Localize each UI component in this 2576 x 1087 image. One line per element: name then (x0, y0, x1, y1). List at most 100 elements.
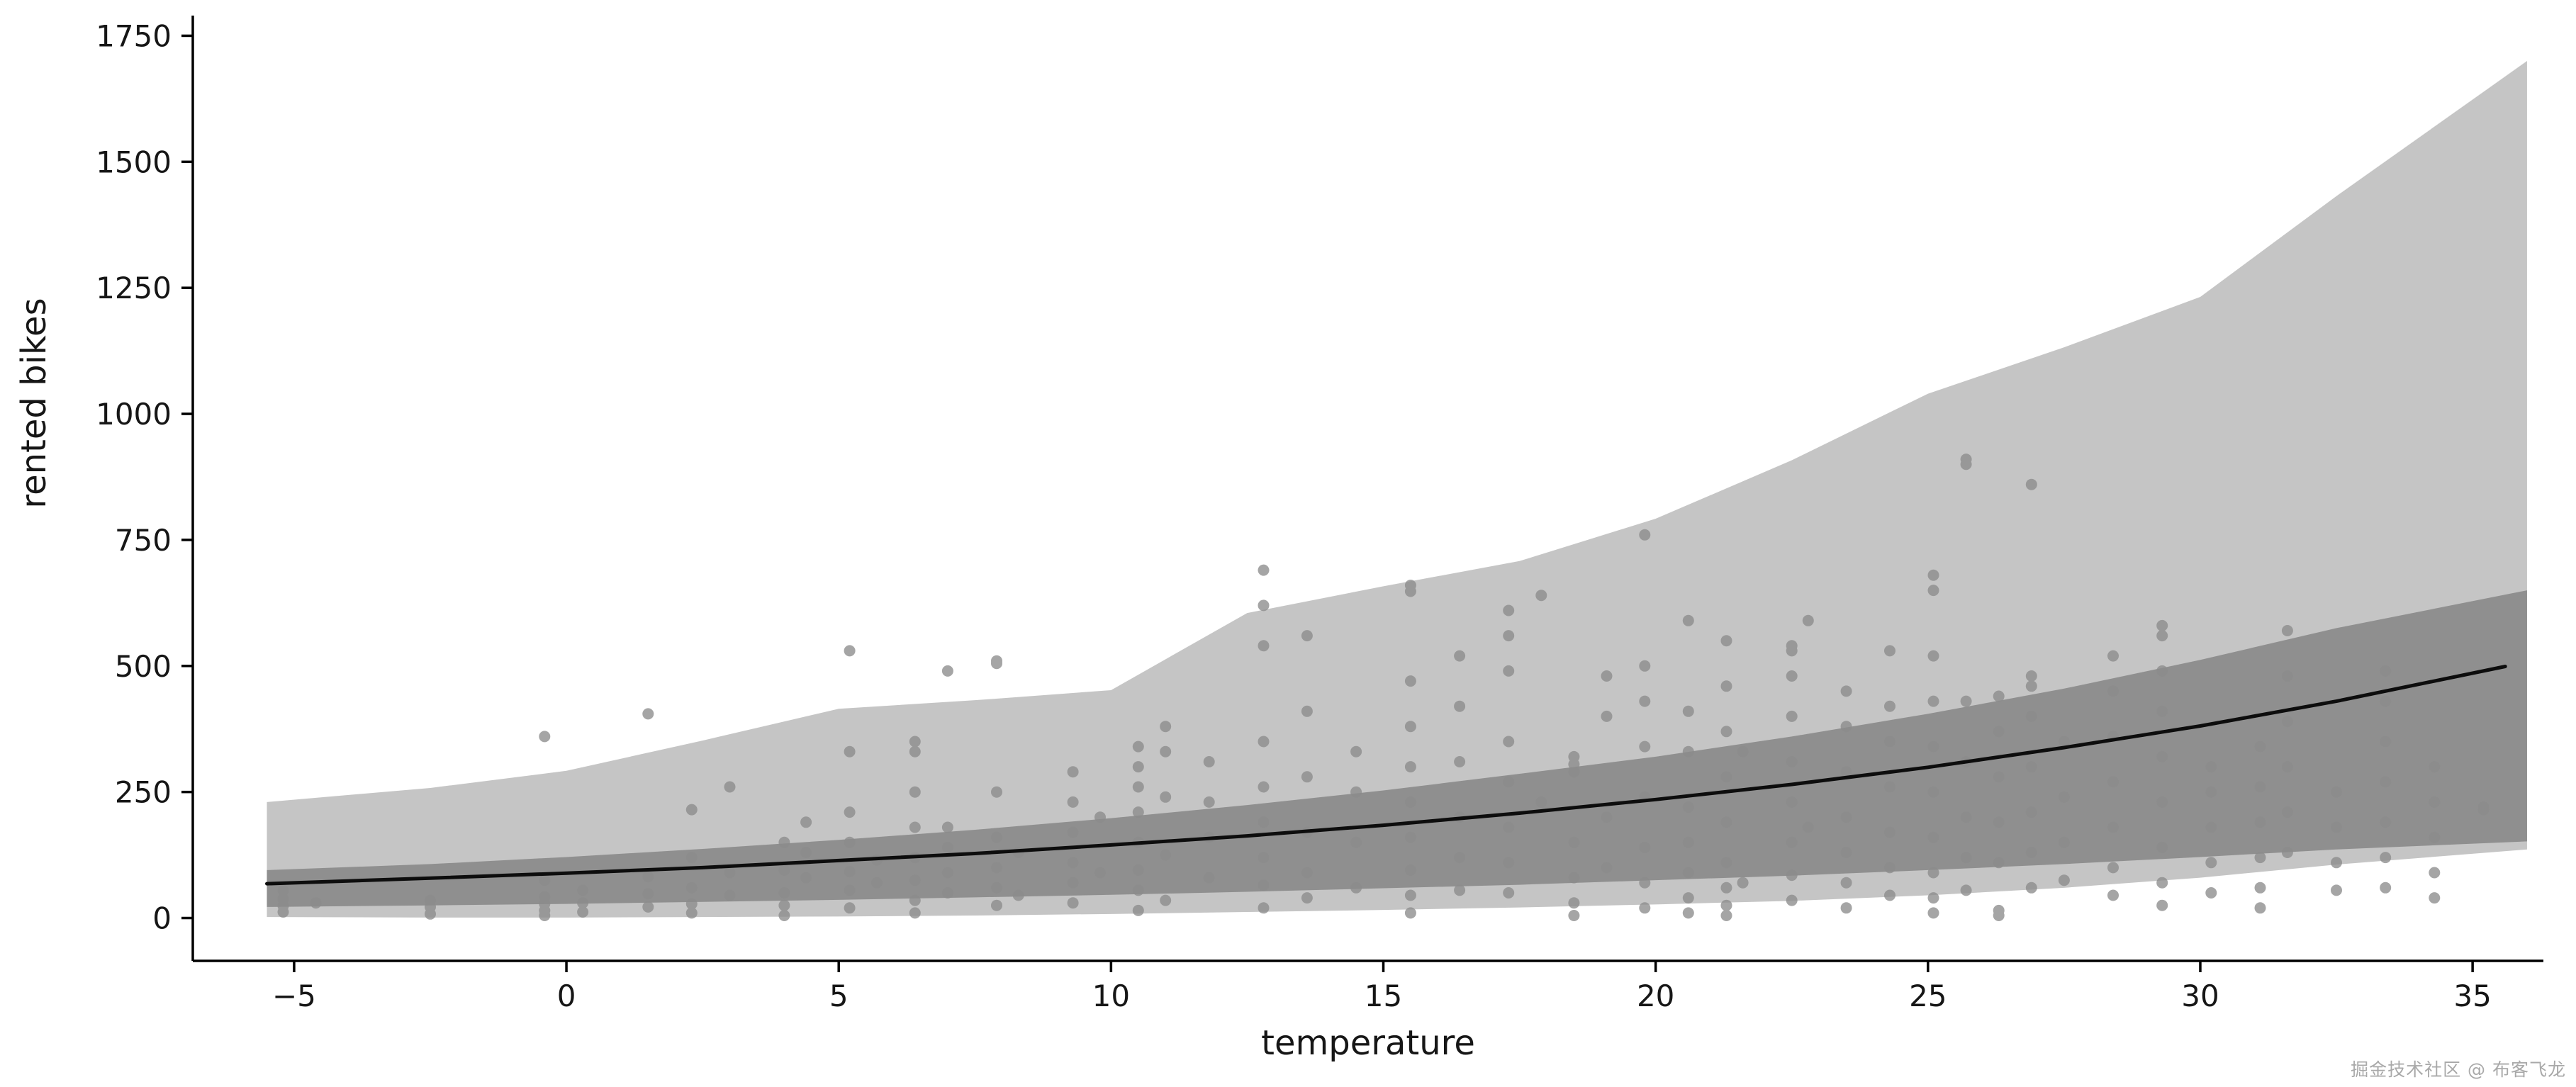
data-point (2107, 889, 2119, 901)
mean-regression-line (265, 665, 2507, 886)
y-tick-label: 1750 (96, 18, 172, 53)
data-point (2156, 796, 2168, 808)
x-tick-label: 35 (2453, 979, 2491, 1013)
data-point (909, 745, 921, 757)
data-point (1568, 872, 1580, 884)
y-tick-label: 750 (115, 523, 172, 558)
data-point (1258, 852, 1270, 864)
data-point (1203, 756, 1215, 767)
data-point (1301, 867, 1313, 879)
data-point (1993, 816, 2005, 828)
data-point (1404, 889, 1416, 901)
data-point (844, 745, 856, 757)
data-point (2025, 847, 2037, 858)
data-point (1258, 599, 1270, 612)
data-point (2429, 761, 2441, 773)
data-point (1568, 836, 1580, 848)
data-point (2380, 816, 2392, 828)
data-point (2331, 857, 2342, 869)
data-point (277, 893, 289, 905)
data-point (1160, 721, 1172, 733)
data-point (2254, 816, 2266, 828)
data-point (1720, 635, 1732, 647)
data-point (1160, 849, 1172, 861)
data-point (2281, 670, 2293, 682)
data-point (2205, 821, 2217, 833)
data-point (2058, 874, 2070, 886)
data-point (1884, 889, 1895, 901)
data-point (991, 899, 1002, 911)
data-point (991, 831, 1002, 843)
data-point (1639, 841, 1651, 853)
data-point (1639, 529, 1651, 541)
data-point (1639, 695, 1651, 707)
data-point (2058, 836, 2070, 848)
data-point (2281, 847, 2293, 858)
data-point (1993, 690, 2005, 702)
data-point (685, 852, 698, 864)
data-point (991, 786, 1002, 798)
data-point (2254, 902, 2266, 914)
data-point (1802, 821, 1814, 833)
data-point (1993, 904, 2005, 916)
data-point (2025, 710, 2037, 722)
data-point (1786, 670, 1798, 682)
data-point (1884, 826, 1895, 838)
data-point (2477, 801, 2490, 813)
data-point (1682, 745, 1694, 757)
data-point (1503, 630, 1515, 642)
data-point (1503, 604, 1515, 616)
x-tick-label: −5 (272, 979, 316, 1013)
data-point (2205, 786, 2217, 798)
data-point (2429, 796, 2441, 808)
data-point (1737, 877, 1749, 889)
data-point (1884, 781, 1895, 793)
data-point (1802, 614, 1814, 626)
x-tick-label: 25 (1909, 979, 1947, 1013)
x-tick-label: 15 (1365, 979, 1402, 1013)
data-point (2254, 852, 2266, 864)
data-point (871, 877, 883, 889)
data-point (1404, 864, 1416, 876)
data-point (2058, 736, 2070, 748)
data-point (1786, 640, 1798, 652)
data-point (1884, 645, 1895, 657)
data-point (2380, 852, 2392, 864)
data-point (577, 884, 589, 896)
data-point (909, 874, 921, 886)
scatter-points (277, 454, 2490, 921)
data-point (2107, 650, 2119, 662)
data-point (2380, 665, 2392, 677)
data-point (685, 898, 698, 910)
data-point (2380, 776, 2392, 788)
data-point (991, 655, 1002, 667)
data-point (1160, 745, 1172, 757)
data-point (1094, 811, 1106, 823)
data-point (1840, 766, 1852, 778)
data-point (2254, 882, 2266, 894)
data-point (1503, 887, 1515, 899)
data-point (1132, 904, 1144, 916)
data-point (1884, 700, 1895, 712)
data-point (1503, 776, 1515, 788)
data-point (1132, 740, 1144, 753)
data-point (2281, 761, 2293, 773)
data-point (2107, 685, 2119, 697)
data-point (2331, 884, 2342, 896)
data-point (1258, 781, 1270, 793)
data-point (800, 872, 812, 884)
data-point (1682, 836, 1694, 848)
data-point (1601, 862, 1613, 874)
data-point (2156, 705, 2168, 717)
data-point (800, 816, 812, 828)
data-point (1404, 831, 1416, 843)
data-point (1503, 857, 1515, 869)
data-point (1840, 847, 1852, 858)
data-point (778, 910, 790, 921)
data-point (1258, 640, 1270, 652)
data-point (1993, 726, 2005, 738)
data-point (1404, 907, 1416, 919)
data-point (1720, 857, 1732, 869)
data-point (1258, 816, 1270, 828)
data-point (1786, 796, 1798, 808)
